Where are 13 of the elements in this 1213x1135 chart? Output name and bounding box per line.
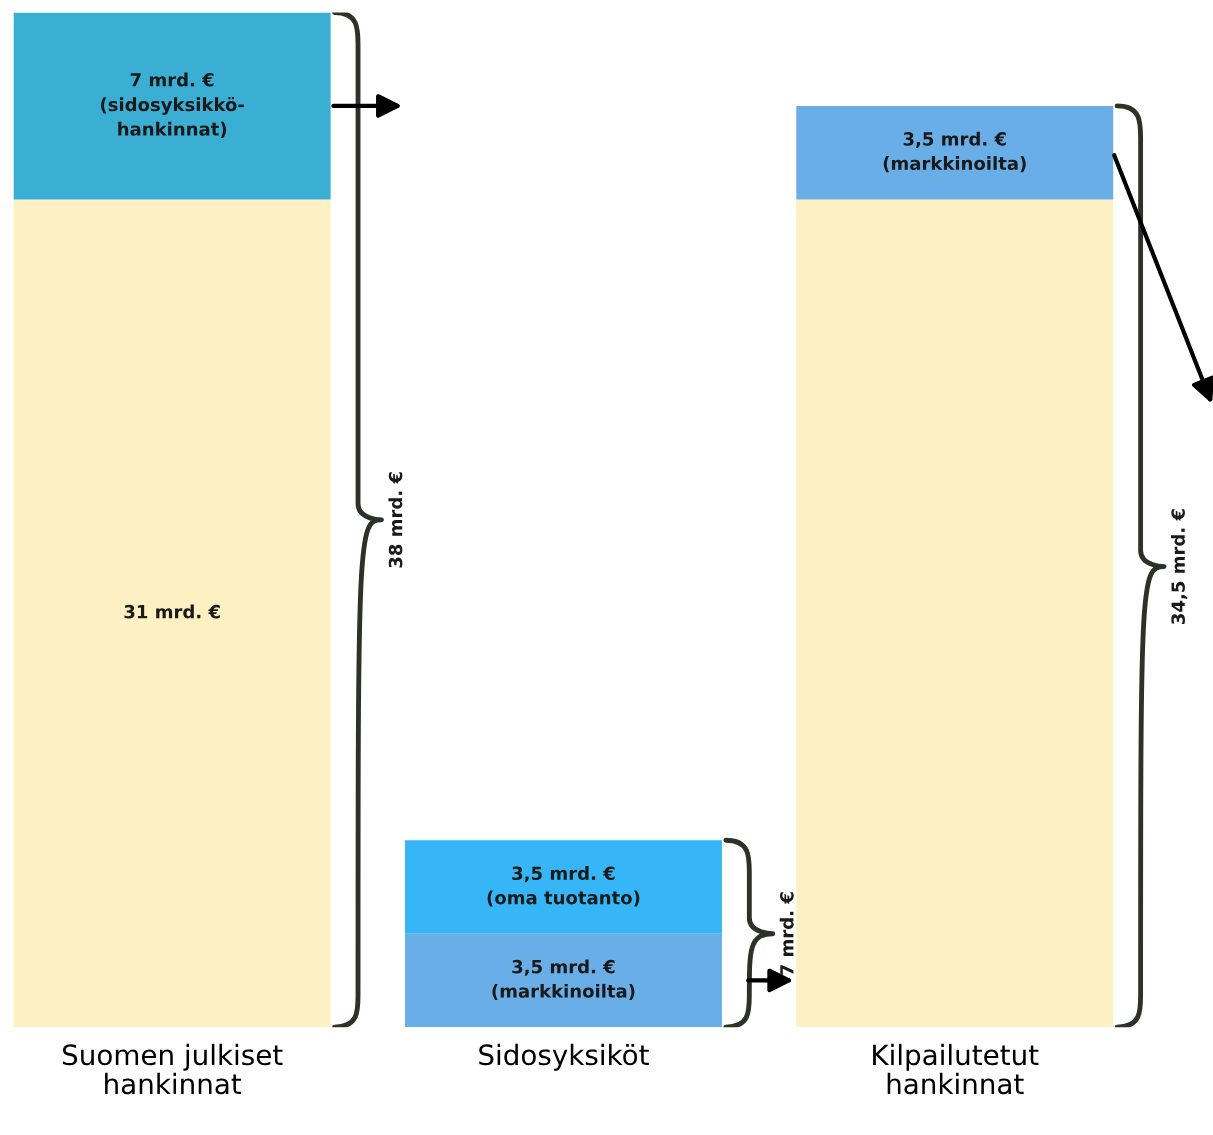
x-tick-label: Kilpailutetut hankinnat xyxy=(873,1043,1039,1095)
text: 34,5 mrd. € xyxy=(1171,509,1188,624)
data-label: 3,5 mrd. € (markkinoilta) xyxy=(883,131,1026,173)
x-tick-label: Sidosyksiköt xyxy=(479,1043,649,1071)
data-label: 3,5 mrd. € (markkinoilta) xyxy=(492,959,635,1000)
x-tick-label: Suomen julkiset hankinnat xyxy=(62,1043,283,1095)
data-label: 3,5 mrd. € (oma tuotanto) xyxy=(487,866,640,907)
annotation: 7 mrd. € xyxy=(779,892,794,976)
annotation: 38 mrd. € xyxy=(388,472,403,568)
data-label: 7 mrd. € (sidosyksikkö- hankinnat) xyxy=(101,72,244,138)
bar xyxy=(13,12,331,200)
data-label: 31 mrd. € xyxy=(124,604,220,619)
bar xyxy=(796,105,1114,200)
